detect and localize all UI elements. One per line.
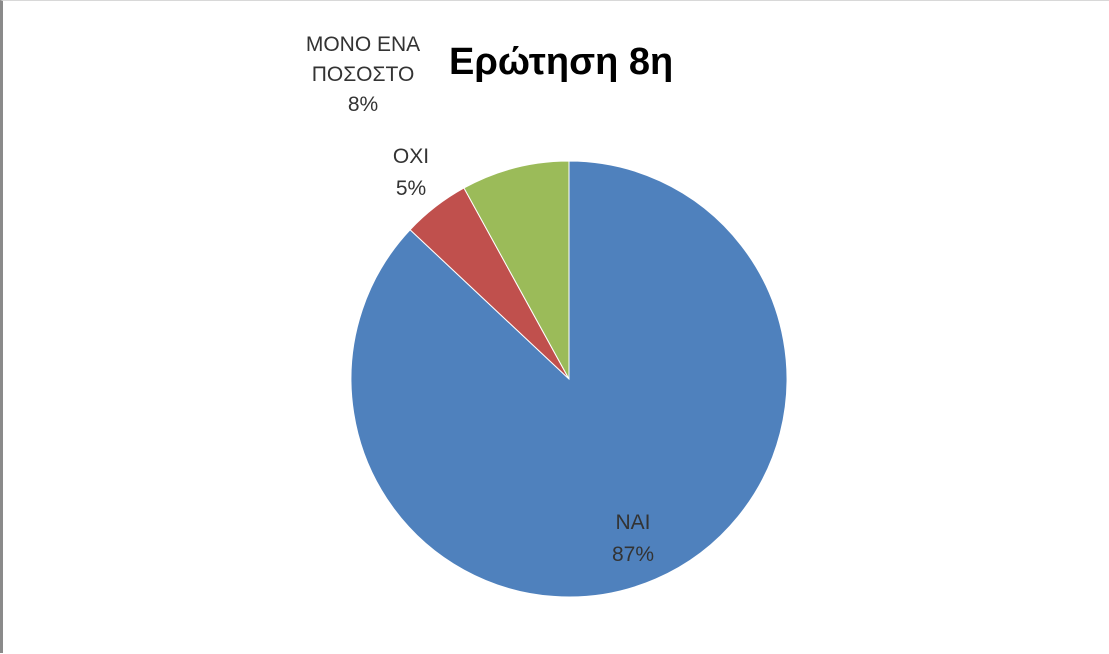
pie-slice-3 [463, 160, 570, 380]
slice-label-3: ΜΟΝΟ ΕΝΑ ΠΟΣΟΣΤΟ 8% [306, 33, 420, 116]
slice-label-line: ΝΑΙ [615, 511, 650, 534]
chart-title: Ερώτηση 8η [449, 41, 674, 83]
slice-label-line: 8% [348, 93, 378, 116]
slice-label-line: 5% [396, 177, 426, 200]
pie-chart: ΝΑΙ 87% ΟΧΙ 5% ΜΟΝΟ ΕΝΑ ΠΟΣΟΣΤΟ 8% [306, 33, 788, 598]
slice-label-line: ΜΟΝΟ ΕΝΑ [306, 33, 420, 56]
slice-label-1: ΝΑΙ 87% [612, 511, 654, 566]
slice-label-2: ΟΧΙ 5% [393, 145, 429, 200]
slice-label-line: ΠΟΣΟΣΤΟ [312, 63, 415, 86]
slice-label-line: 87% [612, 543, 654, 566]
slice-label-line: ΟΧΙ [393, 145, 429, 168]
